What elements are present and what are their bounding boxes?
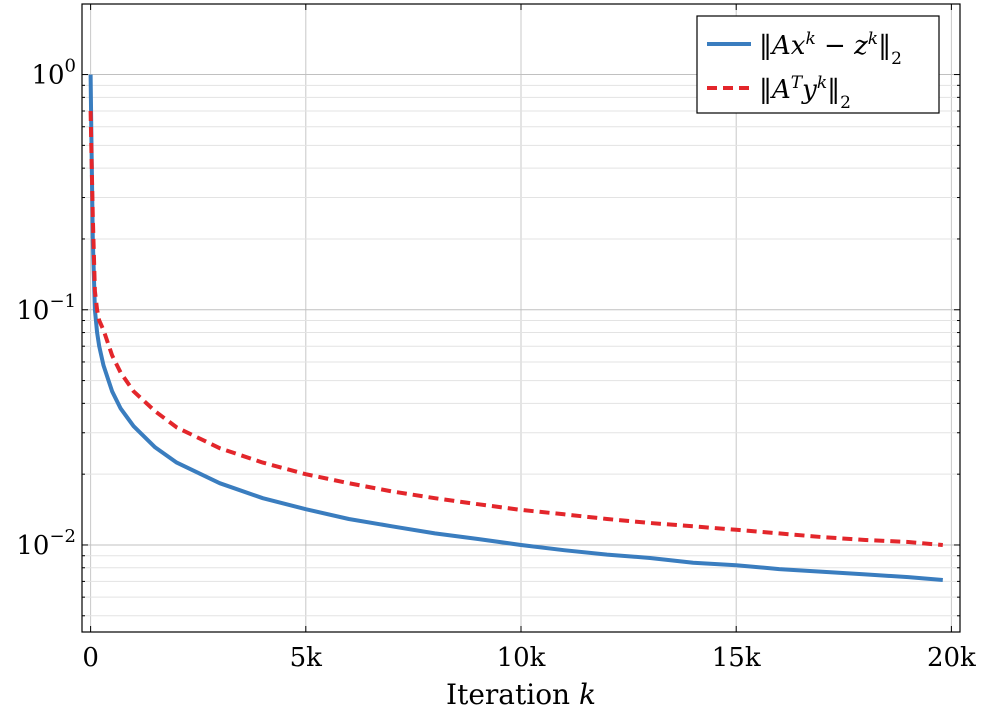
x-tick-label: 5k	[290, 643, 323, 673]
legend: ‖Axk − zk‖2‖ATyk‖2	[696, 15, 940, 114]
x-tick-label: 20k	[927, 643, 976, 673]
x-tick-label: 15k	[712, 643, 761, 673]
legend-label-1: ‖ATyk‖2	[759, 73, 851, 113]
y-tick-label: 100	[31, 56, 76, 91]
x-tick-label: 0	[82, 643, 99, 673]
x-axis-title: Iteration k	[446, 678, 596, 711]
series-lines	[88, 74, 943, 582]
series-line-1	[88, 110, 943, 547]
x-tick-label: 10k	[497, 643, 546, 673]
axis-ticks: 0 5k 10k 15k 20k 100 10−1 10−2	[16, 4, 976, 673]
y-tick-label: 10−1	[16, 291, 76, 326]
legend-label-0: ‖Axk − zk‖2	[759, 29, 902, 69]
legend-box	[696, 15, 940, 114]
series-line-0	[88, 74, 943, 582]
y-tick-label: 10−2	[16, 526, 76, 561]
